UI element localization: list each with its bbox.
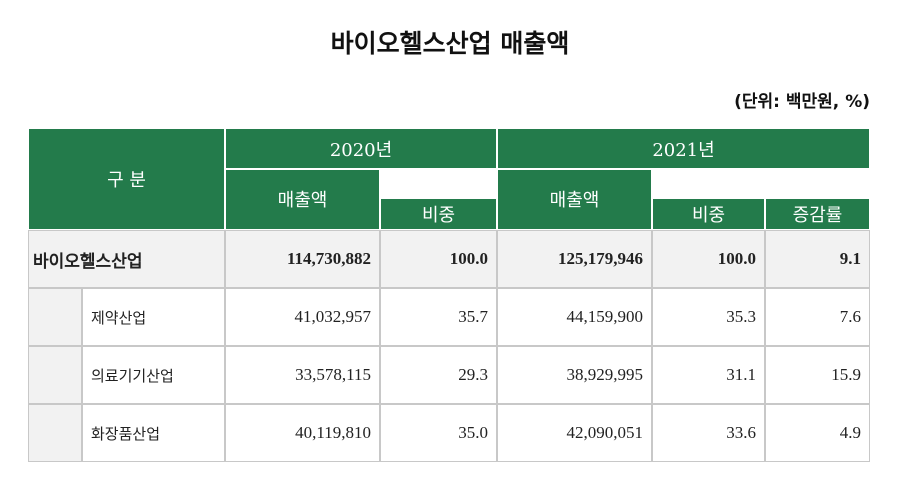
row-label: 화장품산업 — [82, 404, 225, 462]
cell: 35.7 — [380, 288, 497, 346]
indent-cell — [28, 404, 82, 462]
header-year: 2020년 — [225, 128, 497, 169]
cell: 114,730,882 — [225, 230, 380, 288]
header-column: 비중 — [380, 198, 497, 230]
row-label: 제약산업 — [82, 288, 225, 346]
cell: 9.1 — [765, 230, 870, 288]
title: 바이오헬스산업 매출액 — [330, 29, 570, 58]
cell: 40,119,810 — [225, 404, 380, 462]
cell: 35.0 — [380, 404, 497, 462]
cell: 100.0 — [652, 230, 765, 288]
header-year: 2021년 — [497, 128, 870, 169]
header-category: 구 분 — [28, 128, 225, 230]
indent-cell — [28, 346, 82, 404]
indent-cell — [28, 288, 82, 346]
header-column: 증감률 — [765, 198, 870, 230]
row-label: 바이오헬스산업 — [28, 230, 225, 288]
cell: 42,090,051 — [497, 404, 652, 462]
row-label: 의료기기산업 — [82, 346, 225, 404]
cell: 33,578,115 — [225, 346, 380, 404]
cell: 41,032,957 — [225, 288, 380, 346]
cell: 15.9 — [765, 346, 870, 404]
header-column: 매출액 — [497, 169, 652, 230]
cell: 35.3 — [652, 288, 765, 346]
cell: 33.6 — [652, 404, 765, 462]
cell: 7.6 — [765, 288, 870, 346]
cell: 29.3 — [380, 346, 497, 404]
cell: 44,159,900 — [497, 288, 652, 346]
cell: 31.1 — [652, 346, 765, 404]
cell: 125,179,946 — [497, 230, 652, 288]
header-column: 매출액 — [225, 169, 380, 230]
unit-note: (단위: 백만원, %) — [734, 91, 870, 112]
cell: 38,929,995 — [497, 346, 652, 404]
cell: 4.9 — [765, 404, 870, 462]
cell: 100.0 — [380, 230, 497, 288]
header-column: 비중 — [652, 198, 765, 230]
